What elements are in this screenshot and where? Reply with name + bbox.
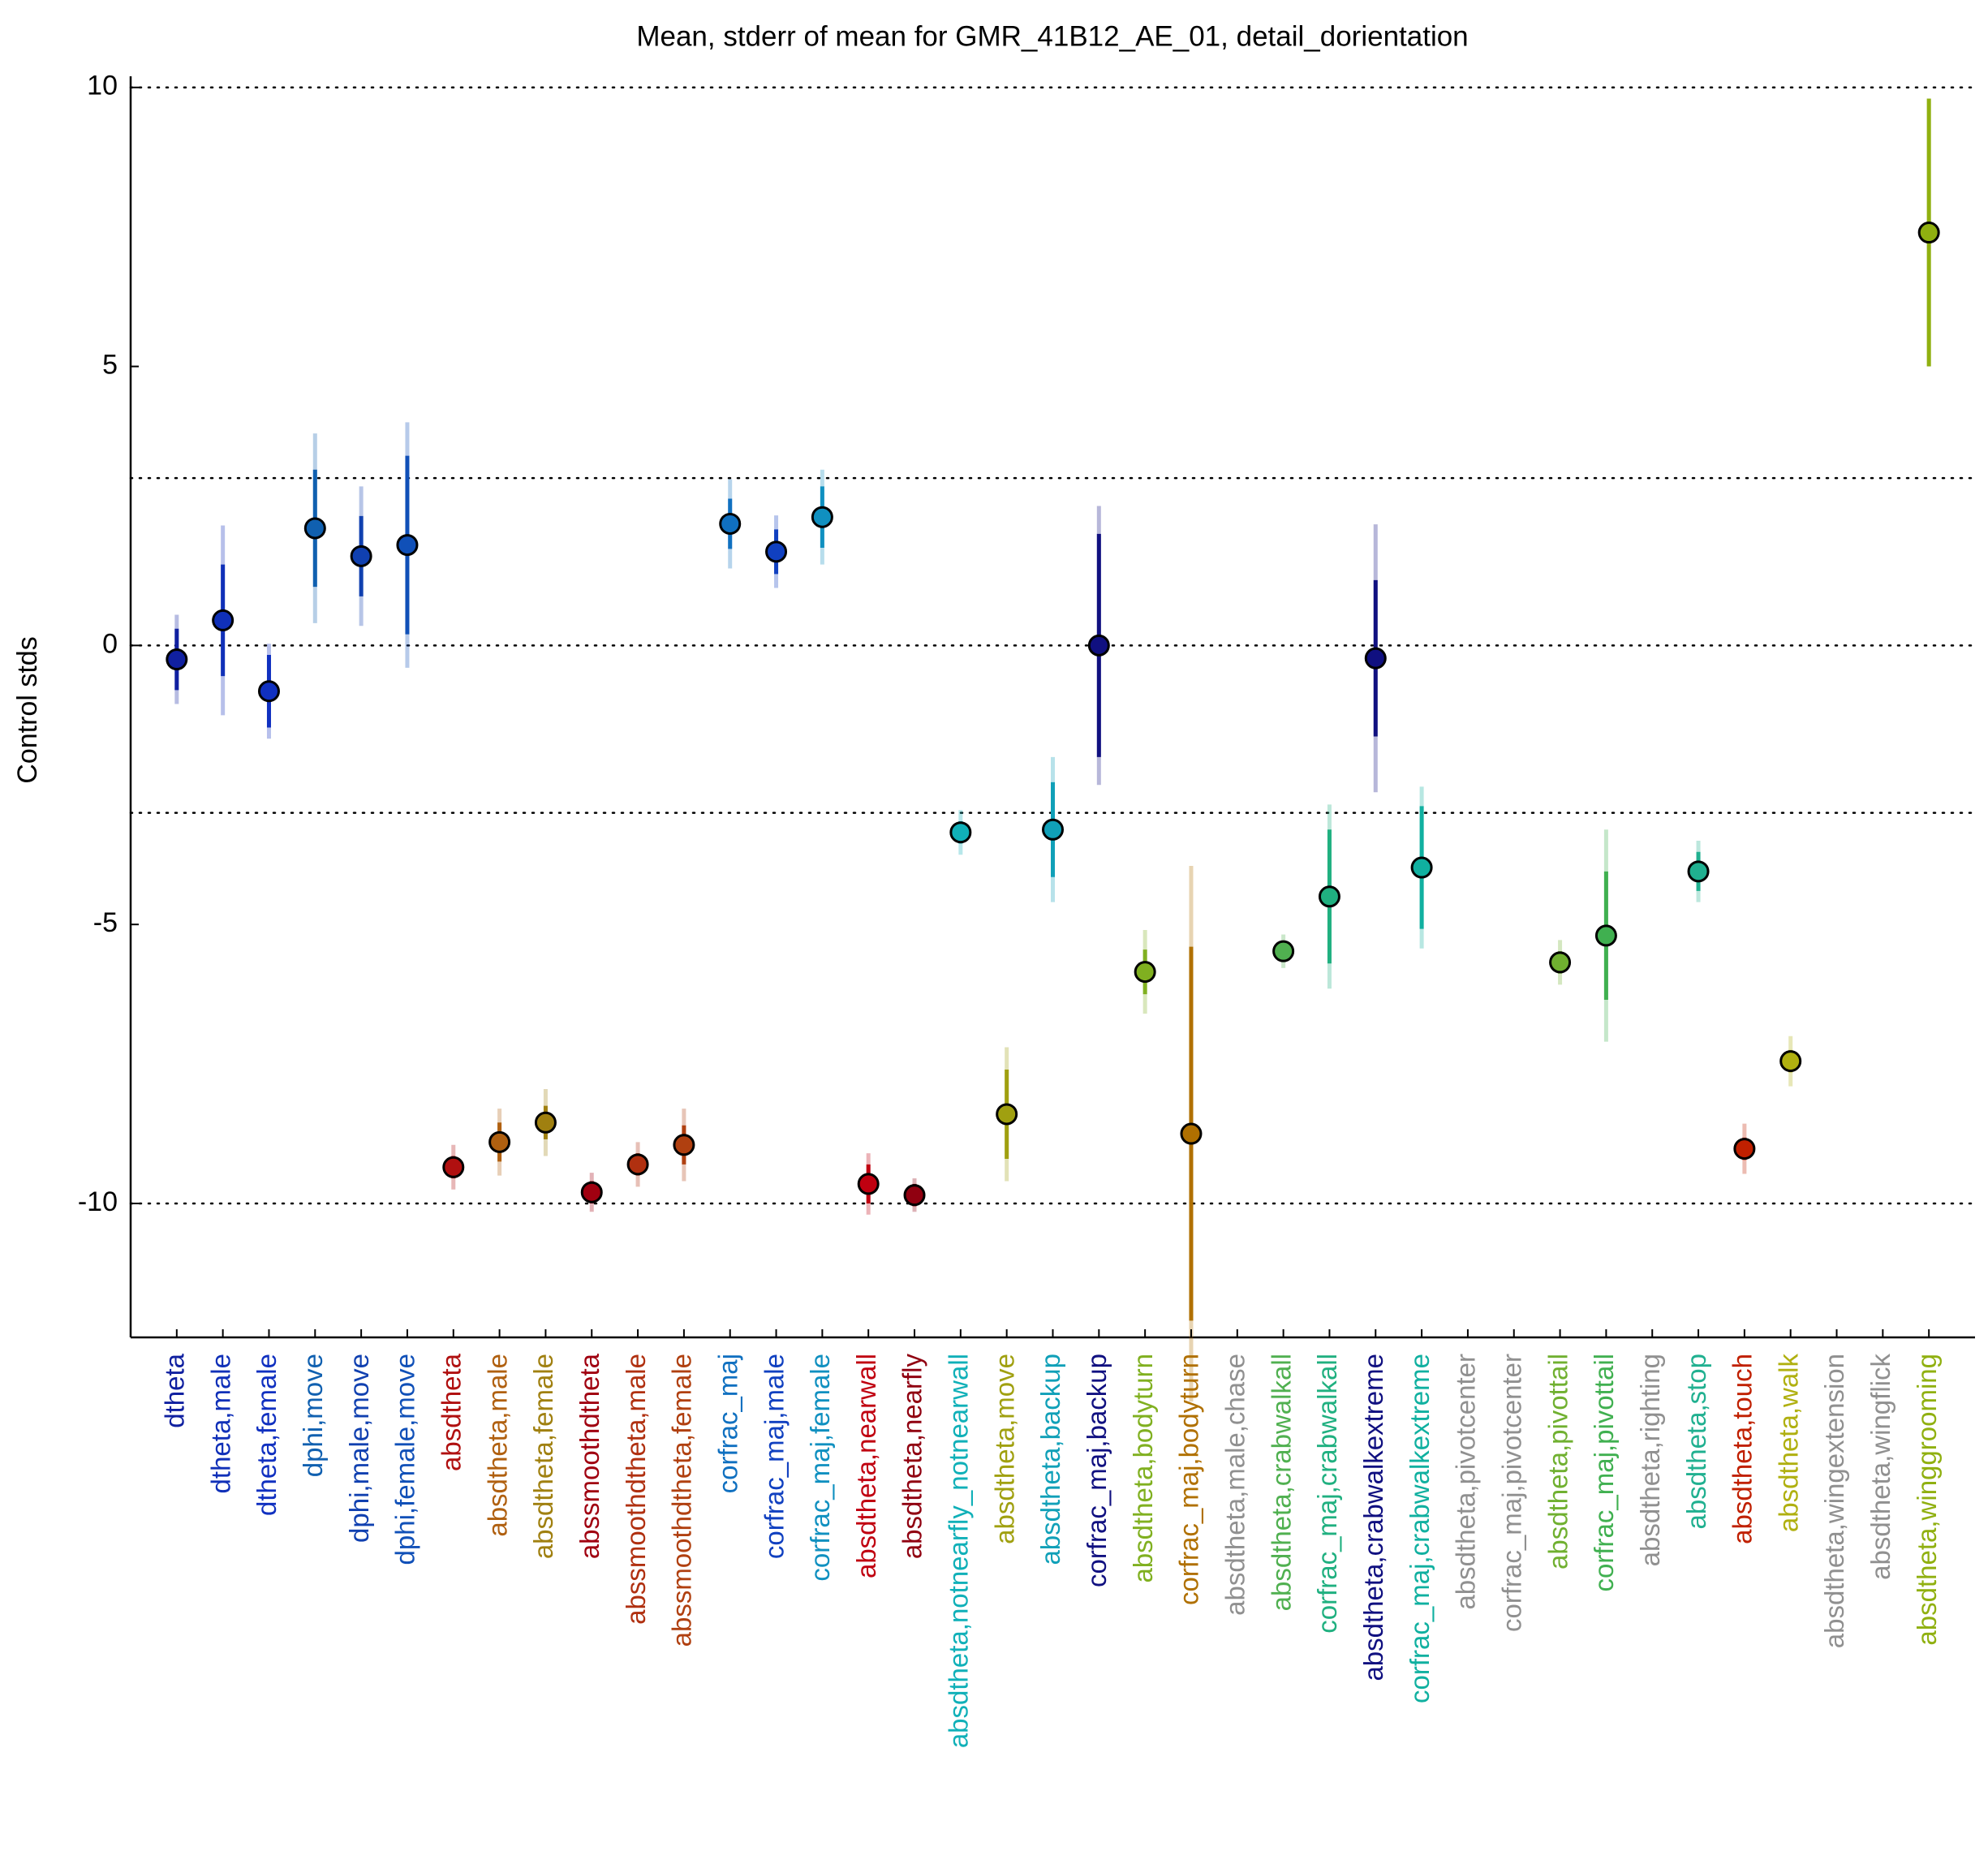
mean-marker bbox=[1042, 818, 1064, 841]
mean-marker bbox=[857, 1173, 880, 1195]
x-tick-label: absdtheta,crabwalkextreme bbox=[1358, 1354, 1388, 1681]
y-tick-label: 0 bbox=[102, 628, 118, 659]
mean-marker bbox=[1687, 860, 1710, 883]
x-tick-label: absdtheta,righting bbox=[1635, 1354, 1665, 1566]
mean-marker bbox=[1318, 885, 1340, 908]
x-tick-label: absdtheta,nearfly bbox=[897, 1354, 927, 1560]
mean-marker bbox=[1594, 924, 1617, 947]
mean-marker bbox=[949, 821, 972, 844]
mean-marker bbox=[1917, 222, 1940, 244]
mean-marker bbox=[765, 540, 788, 563]
mean-marker bbox=[811, 506, 833, 528]
x-tick-label: absdtheta,wingflick bbox=[1865, 1354, 1895, 1580]
mean-marker bbox=[257, 680, 280, 703]
x-tick-label: absdtheta bbox=[436, 1353, 466, 1471]
x-tick-label: corfrac_maj,pivotcenter bbox=[1496, 1354, 1526, 1632]
x-tick-label: corfrac_maj,bodyturn bbox=[1174, 1354, 1204, 1605]
mean-marker bbox=[303, 517, 326, 540]
mean-marker bbox=[626, 1153, 649, 1176]
x-tick-label: absdtheta,pivottail bbox=[1543, 1354, 1573, 1569]
x-tick-label: corfrac_maj bbox=[712, 1354, 742, 1493]
x-tick-label: dphi,move bbox=[298, 1354, 328, 1477]
x-tick-label: absdtheta,bodyturn bbox=[1128, 1354, 1158, 1583]
x-tick-label: absdtheta,male bbox=[482, 1354, 512, 1537]
mean-marker bbox=[1272, 940, 1295, 962]
chart-title: Mean, stderr of mean for GMR_41B12_AE_01… bbox=[636, 20, 1468, 52]
y-tick-label: 10 bbox=[87, 71, 118, 101]
x-tick-label: absdtheta,backup bbox=[1035, 1354, 1065, 1565]
x-tick-label: dphi,male,move bbox=[344, 1354, 374, 1543]
x-tick-label: absdtheta,move bbox=[989, 1354, 1019, 1544]
mean-marker bbox=[1549, 951, 1572, 974]
x-tick-label: abssmoothdtheta,female bbox=[667, 1354, 697, 1647]
x-tick-label: absdtheta,crabwalkall bbox=[1266, 1354, 1296, 1611]
x-tick-label: absdtheta,pivotcenter bbox=[1451, 1354, 1481, 1610]
x-tick-label: corfrac_maj,crabwalkextreme bbox=[1405, 1354, 1435, 1703]
mean-marker bbox=[996, 1103, 1018, 1126]
x-tick-label: corfrac_maj,backup bbox=[1082, 1354, 1112, 1587]
x-tick-label: dtheta,male bbox=[205, 1354, 235, 1493]
mean-marker bbox=[1180, 1122, 1203, 1145]
mean-marker bbox=[488, 1130, 511, 1153]
x-tick-label: dtheta,female bbox=[252, 1354, 282, 1516]
mean-marker bbox=[673, 1134, 695, 1156]
x-tick-label: abssmoothdtheta,male bbox=[621, 1354, 651, 1625]
mean-marker bbox=[534, 1111, 557, 1134]
x-tick-label: corfrac_maj,male bbox=[759, 1354, 789, 1559]
x-tick-label: absdtheta,stop bbox=[1681, 1354, 1711, 1530]
mean-marker bbox=[903, 1184, 926, 1207]
mean-marker bbox=[1410, 856, 1433, 879]
x-tick-label: absdtheta,notnearfly_notnearwall bbox=[944, 1354, 974, 1748]
y-tick-label: 5 bbox=[102, 350, 118, 381]
mean-marker bbox=[442, 1156, 465, 1178]
mean-marker bbox=[166, 648, 188, 671]
x-tick-label: absdtheta,female bbox=[528, 1354, 558, 1559]
mean-marker bbox=[1364, 647, 1387, 670]
y-axis-label: Control stds bbox=[12, 636, 43, 783]
mean-marker bbox=[350, 545, 372, 567]
x-tick-label: absdtheta,winggrooming bbox=[1912, 1354, 1942, 1646]
x-tick-label: absdtheta,nearwall bbox=[851, 1354, 881, 1578]
mean-marker bbox=[1733, 1138, 1756, 1160]
mean-marker bbox=[212, 609, 235, 631]
mean-marker bbox=[1134, 961, 1156, 984]
mean-marker bbox=[719, 512, 742, 535]
x-tick-label: absdtheta,wingextension bbox=[1819, 1354, 1849, 1648]
y-tick-label: -10 bbox=[78, 1186, 118, 1217]
x-tick-label: corfrac_maj,female bbox=[805, 1354, 835, 1582]
x-tick-label: dphi,female,move bbox=[390, 1354, 420, 1565]
x-tick-label: corfrac_maj,pivottail bbox=[1589, 1354, 1619, 1591]
x-tick-label: dtheta bbox=[160, 1353, 190, 1427]
x-tick-label: absdtheta,male,chase bbox=[1220, 1354, 1250, 1616]
x-tick-label: corfrac_maj,crabwalkall bbox=[1312, 1354, 1342, 1634]
x-tick-label: absdtheta,walk bbox=[1773, 1354, 1803, 1533]
mean-marker bbox=[580, 1181, 603, 1203]
x-tick-label: absdtheta,touch bbox=[1728, 1354, 1758, 1544]
mean-marker bbox=[1779, 1050, 1802, 1073]
x-tick-label: abssmoothdtheta bbox=[574, 1353, 605, 1559]
mean-marker bbox=[1087, 634, 1110, 657]
y-tick-label: -5 bbox=[93, 907, 118, 938]
mean-marker bbox=[396, 534, 419, 557]
